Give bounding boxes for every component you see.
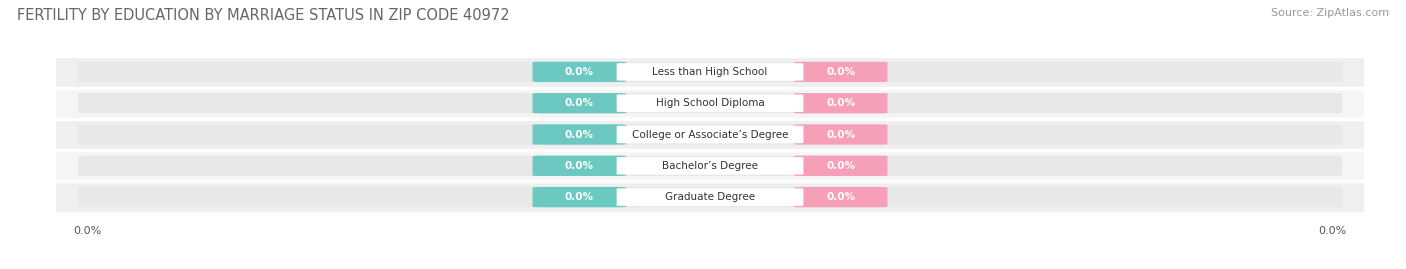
Text: FERTILITY BY EDUCATION BY MARRIAGE STATUS IN ZIP CODE 40972: FERTILITY BY EDUCATION BY MARRIAGE STATU…: [17, 8, 509, 23]
Text: High School Diploma: High School Diploma: [655, 98, 765, 108]
FancyBboxPatch shape: [617, 94, 803, 112]
FancyBboxPatch shape: [794, 93, 887, 113]
Text: Graduate Degree: Graduate Degree: [665, 192, 755, 202]
FancyBboxPatch shape: [794, 124, 887, 145]
Text: 0.0%: 0.0%: [827, 67, 855, 77]
Text: Bachelor’s Degree: Bachelor’s Degree: [662, 161, 758, 171]
Text: 0.0%: 0.0%: [565, 67, 593, 77]
FancyBboxPatch shape: [79, 156, 1343, 176]
FancyBboxPatch shape: [794, 187, 887, 207]
Text: 0.0%: 0.0%: [565, 98, 593, 108]
Text: 0.0%: 0.0%: [827, 129, 855, 140]
Text: College or Associate’s Degree: College or Associate’s Degree: [631, 129, 789, 140]
FancyBboxPatch shape: [794, 62, 887, 82]
FancyBboxPatch shape: [617, 63, 803, 81]
FancyBboxPatch shape: [533, 124, 626, 145]
FancyBboxPatch shape: [617, 188, 803, 206]
FancyBboxPatch shape: [79, 187, 1343, 207]
FancyBboxPatch shape: [533, 93, 626, 113]
Bar: [56, 119, 1364, 150]
Text: 0.0%: 0.0%: [565, 129, 593, 140]
FancyBboxPatch shape: [617, 157, 803, 175]
FancyBboxPatch shape: [617, 126, 803, 143]
FancyBboxPatch shape: [794, 156, 887, 176]
FancyBboxPatch shape: [533, 62, 626, 82]
FancyBboxPatch shape: [79, 93, 1343, 113]
FancyBboxPatch shape: [79, 124, 1343, 145]
Text: 0.0%: 0.0%: [827, 98, 855, 108]
FancyBboxPatch shape: [533, 156, 626, 176]
Bar: [56, 56, 1364, 87]
Bar: [56, 182, 1364, 213]
FancyBboxPatch shape: [533, 187, 626, 207]
Bar: [56, 87, 1364, 119]
Text: Less than High School: Less than High School: [652, 67, 768, 77]
Text: 0.0%: 0.0%: [565, 161, 593, 171]
Text: 0.0%: 0.0%: [827, 161, 855, 171]
Text: 0.0%: 0.0%: [565, 192, 593, 202]
Text: 0.0%: 0.0%: [827, 192, 855, 202]
FancyBboxPatch shape: [79, 62, 1343, 82]
Text: Source: ZipAtlas.com: Source: ZipAtlas.com: [1271, 8, 1389, 18]
Bar: [56, 150, 1364, 182]
